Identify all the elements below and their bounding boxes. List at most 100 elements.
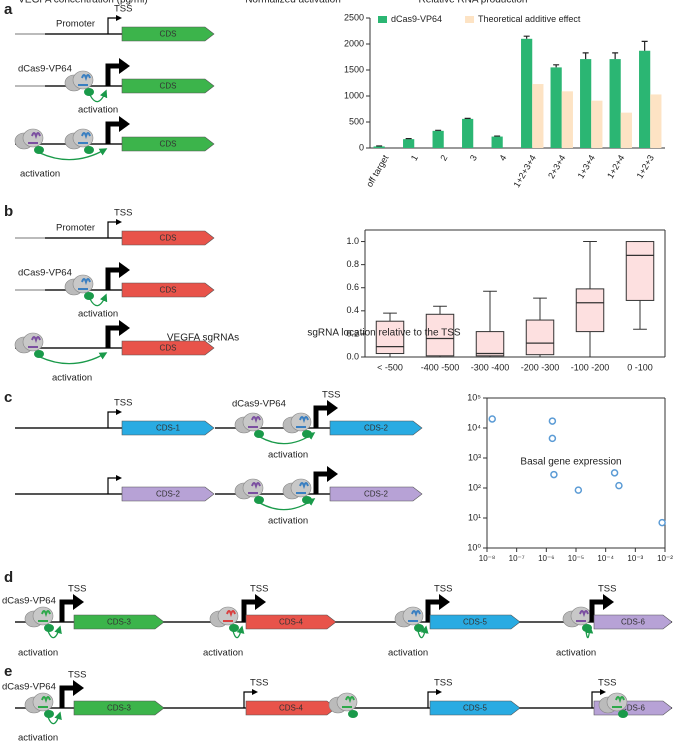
gene [121,78,215,94]
tss-arrow [107,221,117,238]
tss-arrow [105,63,120,86]
x-tick-label: 0 -100 [627,362,653,372]
x-tick-label: -100 -200 [571,362,610,372]
gene-label: CDS-2 [364,424,389,433]
gene [121,420,215,436]
point [574,486,583,494]
dcas9 [32,692,54,712]
gene-label: CDS-1 [156,424,181,433]
bar [620,112,632,148]
dcas9 [290,478,312,498]
error-bar [523,35,530,39]
activation-label: activation [203,648,243,659]
error-bar [464,117,471,119]
whisker [383,353,397,358]
tss-label: TSS [322,390,340,401]
whisker [583,331,597,358]
y-tick-label: 2500 [344,12,364,22]
sgrna [248,416,261,428]
legend-swatch [378,16,387,23]
gene [121,282,215,298]
dcas9 [32,606,54,626]
tss-arrowhead [119,320,130,336]
point [548,434,557,443]
tss-arrowhead [119,58,130,74]
legend-swatch [465,16,475,23]
tss-arrow [313,405,328,428]
bar [609,59,621,148]
error-bar [612,52,619,60]
y-tick-label: 0.2 [346,328,359,338]
gene [121,26,215,42]
gene-label: CDS-4 [279,618,304,627]
box [575,288,605,333]
gene [329,486,423,502]
tss-arrow [105,267,120,290]
tss-arrowhead [116,219,122,225]
panel-label: b [4,203,13,220]
tss-label: TSS [434,678,452,689]
bar [639,50,651,149]
x-tick-label: off target [364,153,391,189]
dcas9-label: dCas9-VP64 [2,682,56,693]
dcas9 [72,274,94,294]
gene [593,614,673,630]
dcas9 [217,606,239,626]
dcas9 [22,128,44,148]
error-bar [376,145,383,147]
activation-label: activation [78,309,118,320]
bar [650,94,662,148]
box [425,313,455,357]
y-tick-label: 10³ [468,452,481,462]
point [658,518,666,527]
gene [121,136,215,152]
tss-label: TSS [68,584,86,595]
sgrna [576,610,589,622]
y-tick-label: 0 [359,142,364,152]
vp64 [84,292,94,300]
dcas9-label: dCas9-VP64 [18,268,72,279]
error-bar [582,52,589,60]
gene-label: CDS-6 [621,618,646,627]
x-tick-label: 3 [468,153,479,162]
tss-arrowhead [73,594,84,610]
gene [429,614,521,630]
x-tick-label: 1+2+3+4 [511,153,538,189]
tss-arrow [59,599,74,622]
bar [580,59,592,148]
gene-label: CDS-5 [463,618,488,627]
tss-arrow [589,599,604,622]
vp64 [84,146,94,154]
tss-arrow [241,599,256,622]
dcas9 [72,70,94,90]
dcas9 [570,606,592,626]
gene [245,614,337,630]
tss-arrowhead [119,116,130,132]
bar [550,67,562,148]
point [610,469,619,477]
activation-label: activation [556,648,596,659]
y-tick-label: 0.6 [346,282,359,292]
activation-label: activation [18,733,58,743]
tss-arrowhead [116,409,122,415]
x-tick-label: 10⁻² [657,554,673,563]
sgrna [408,610,421,622]
bar [491,136,503,148]
dcas9-label: dCas9-VP64 [232,399,286,410]
gene [121,340,215,356]
gene-label: CDS-3 [107,618,132,627]
bar [521,38,533,148]
box [525,319,555,356]
activation-arrow [232,625,245,639]
vp64 [84,88,94,96]
vp64 [34,146,44,154]
gene-label: CDS-6 [621,704,646,713]
x-tick-label: 1 [409,153,420,162]
tss-arrow [313,471,328,494]
panel-label: d [4,569,13,586]
gene [329,420,423,436]
tss-arrowhead [603,594,614,610]
activation-label: activation [18,648,58,659]
gene-label: CDS-2 [156,490,181,499]
gene-label: CDS [160,82,177,91]
